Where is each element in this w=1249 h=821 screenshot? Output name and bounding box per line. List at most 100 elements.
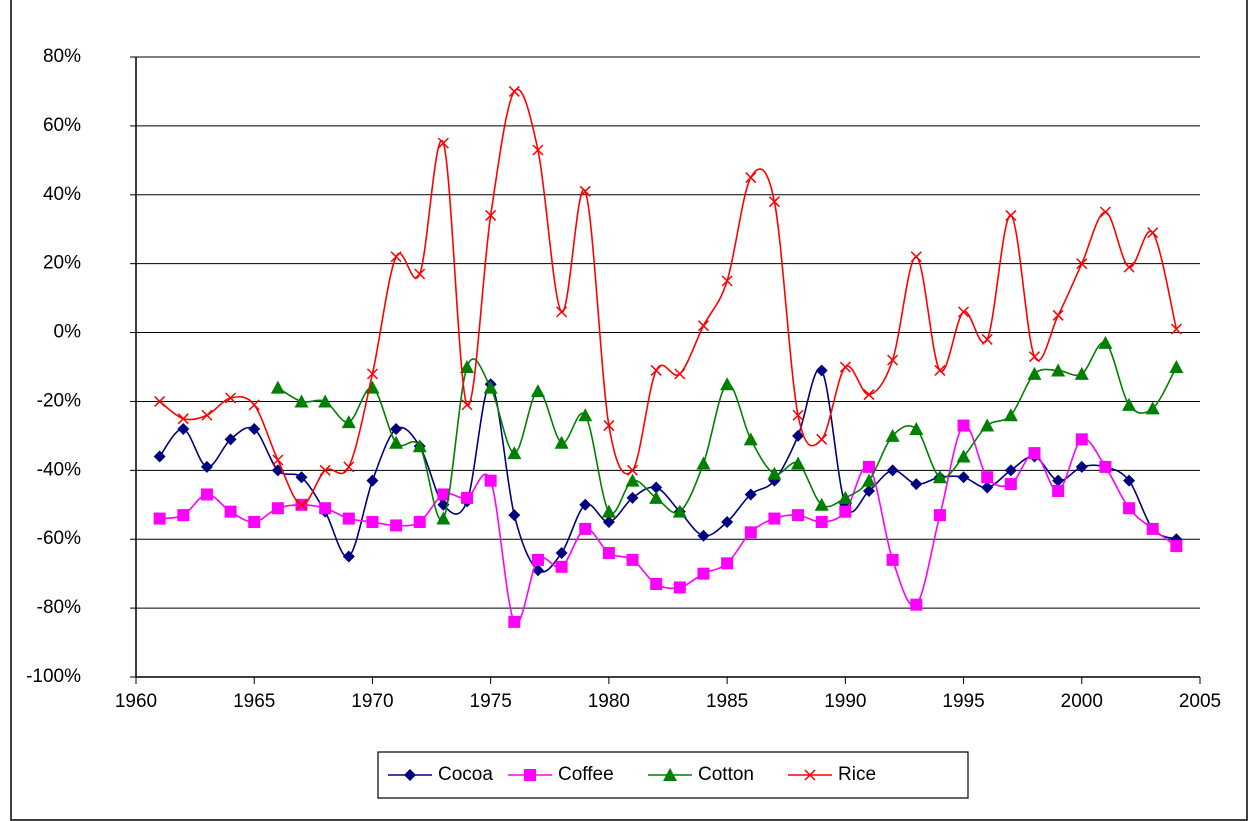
marker xyxy=(601,504,616,518)
marker xyxy=(530,384,545,398)
marker xyxy=(461,491,474,504)
marker xyxy=(200,488,213,501)
marker xyxy=(295,499,308,511)
marker xyxy=(319,502,332,515)
marker xyxy=(531,553,544,566)
marker xyxy=(625,473,640,487)
marker xyxy=(697,320,709,332)
marker xyxy=(956,449,971,463)
legend-label: Rice xyxy=(838,764,876,785)
marker xyxy=(816,433,828,445)
marker xyxy=(1027,366,1042,380)
x-tick-label: 1960 xyxy=(115,691,157,712)
marker xyxy=(626,553,639,566)
series-line xyxy=(159,424,1177,625)
marker xyxy=(270,380,285,394)
marker xyxy=(248,423,261,435)
x-tick-label: 1980 xyxy=(588,691,630,712)
marker xyxy=(1169,360,1184,373)
marker xyxy=(1123,474,1136,487)
marker xyxy=(1147,227,1159,239)
series-line xyxy=(277,341,1178,521)
marker xyxy=(1052,309,1064,321)
marker xyxy=(721,557,734,570)
marker xyxy=(414,268,426,280)
marker xyxy=(1004,478,1017,491)
marker xyxy=(318,394,333,408)
marker xyxy=(649,490,664,504)
marker xyxy=(1028,351,1041,363)
plot xyxy=(153,85,1184,628)
x-tick-label: 2005 xyxy=(1179,691,1221,712)
marker xyxy=(886,553,899,566)
marker xyxy=(744,526,757,539)
marker xyxy=(343,461,355,473)
marker xyxy=(791,456,806,470)
marker xyxy=(461,399,473,411)
marker xyxy=(792,429,805,442)
marker xyxy=(887,354,899,366)
marker xyxy=(508,85,520,97)
marker xyxy=(721,516,734,528)
marker xyxy=(1170,540,1183,553)
series-line xyxy=(159,368,1177,573)
marker xyxy=(224,433,237,446)
marker xyxy=(1074,366,1089,380)
marker xyxy=(744,488,757,501)
marker xyxy=(579,185,591,197)
marker xyxy=(1099,460,1112,473)
marker xyxy=(248,399,260,411)
marker xyxy=(437,488,450,501)
series-line xyxy=(159,88,1178,506)
marker xyxy=(508,509,521,522)
marker xyxy=(792,509,805,522)
marker xyxy=(814,497,829,511)
marker xyxy=(1122,397,1137,411)
marker xyxy=(177,423,190,435)
marker xyxy=(1123,261,1135,273)
marker xyxy=(886,464,899,477)
marker xyxy=(437,137,449,149)
marker xyxy=(910,478,923,491)
marker xyxy=(1145,401,1160,415)
marker xyxy=(627,464,639,476)
legend-marker xyxy=(804,769,816,781)
marker xyxy=(579,498,592,511)
y-tick-label: -60% xyxy=(37,528,81,549)
marker xyxy=(958,306,970,318)
marker xyxy=(626,491,639,504)
marker xyxy=(767,466,782,480)
marker xyxy=(1099,206,1111,218)
marker xyxy=(1076,258,1088,270)
marker xyxy=(839,505,852,518)
marker xyxy=(200,460,213,473)
marker xyxy=(412,439,427,453)
marker xyxy=(272,454,284,466)
marker xyxy=(768,196,780,208)
marker xyxy=(201,409,213,421)
marker xyxy=(532,144,544,156)
marker xyxy=(248,516,261,528)
marker xyxy=(980,418,995,432)
marker xyxy=(934,364,946,376)
marker xyxy=(319,464,331,476)
x-tick-label: 1990 xyxy=(824,691,866,712)
marker xyxy=(1004,464,1017,477)
marker xyxy=(909,422,924,435)
marker xyxy=(1146,522,1159,535)
marker xyxy=(745,172,757,184)
marker xyxy=(556,306,568,318)
marker xyxy=(674,368,686,380)
marker xyxy=(838,490,853,504)
marker xyxy=(177,413,189,425)
y-tick-label: 20% xyxy=(43,253,81,274)
marker xyxy=(224,505,237,518)
marker xyxy=(957,471,970,484)
marker xyxy=(1075,433,1088,446)
marker xyxy=(1003,408,1018,422)
y-tick-label: 0% xyxy=(54,322,82,343)
marker xyxy=(225,392,237,404)
marker xyxy=(153,512,166,525)
y-tick-label: -20% xyxy=(37,390,81,411)
marker xyxy=(341,415,356,429)
